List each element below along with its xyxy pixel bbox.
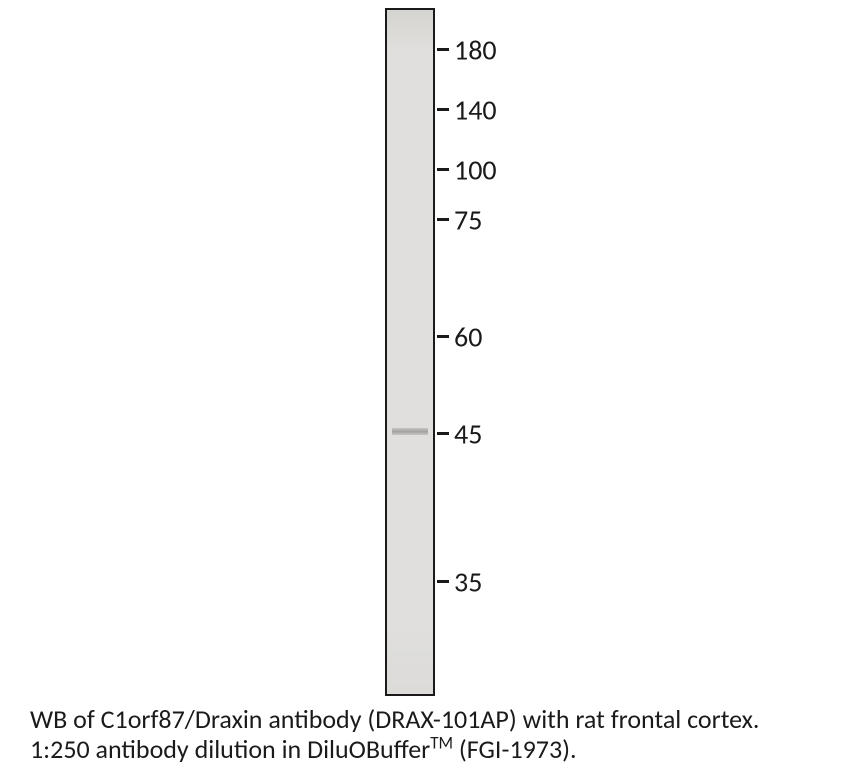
marker-tick-100 [437, 168, 449, 171]
figure-caption: WB of C1orf87/Draxin antibody (DRAX-101A… [30, 705, 760, 765]
marker-label-75: 75 [454, 203, 482, 238]
marker-tick-140 [437, 108, 449, 111]
western-blot-lane [385, 8, 435, 696]
marker-label-60: 60 [454, 320, 482, 355]
caption-trademark: TM [430, 732, 453, 753]
marker-label-180: 180 [454, 33, 497, 68]
blot-texture [387, 10, 433, 694]
marker-tick-35 [437, 580, 449, 583]
caption-line2-pre: 1:250 antibody dilution in DiluOBuffer [30, 733, 430, 765]
marker-tick-75 [437, 218, 449, 221]
marker-label-45: 45 [454, 417, 482, 452]
marker-label-140: 140 [454, 93, 497, 128]
caption-line1: WB of C1orf87/Draxin antibody (DRAX-101A… [30, 703, 760, 735]
marker-label-35: 35 [454, 565, 482, 600]
caption-line2-post: (FGI-1973). [453, 733, 577, 765]
protein-band-45kda [392, 428, 429, 435]
marker-tick-60 [437, 335, 449, 338]
blot-lane-background [387, 10, 433, 694]
marker-tick-45 [437, 432, 449, 435]
marker-label-100: 100 [454, 153, 497, 188]
marker-tick-180 [437, 48, 449, 51]
